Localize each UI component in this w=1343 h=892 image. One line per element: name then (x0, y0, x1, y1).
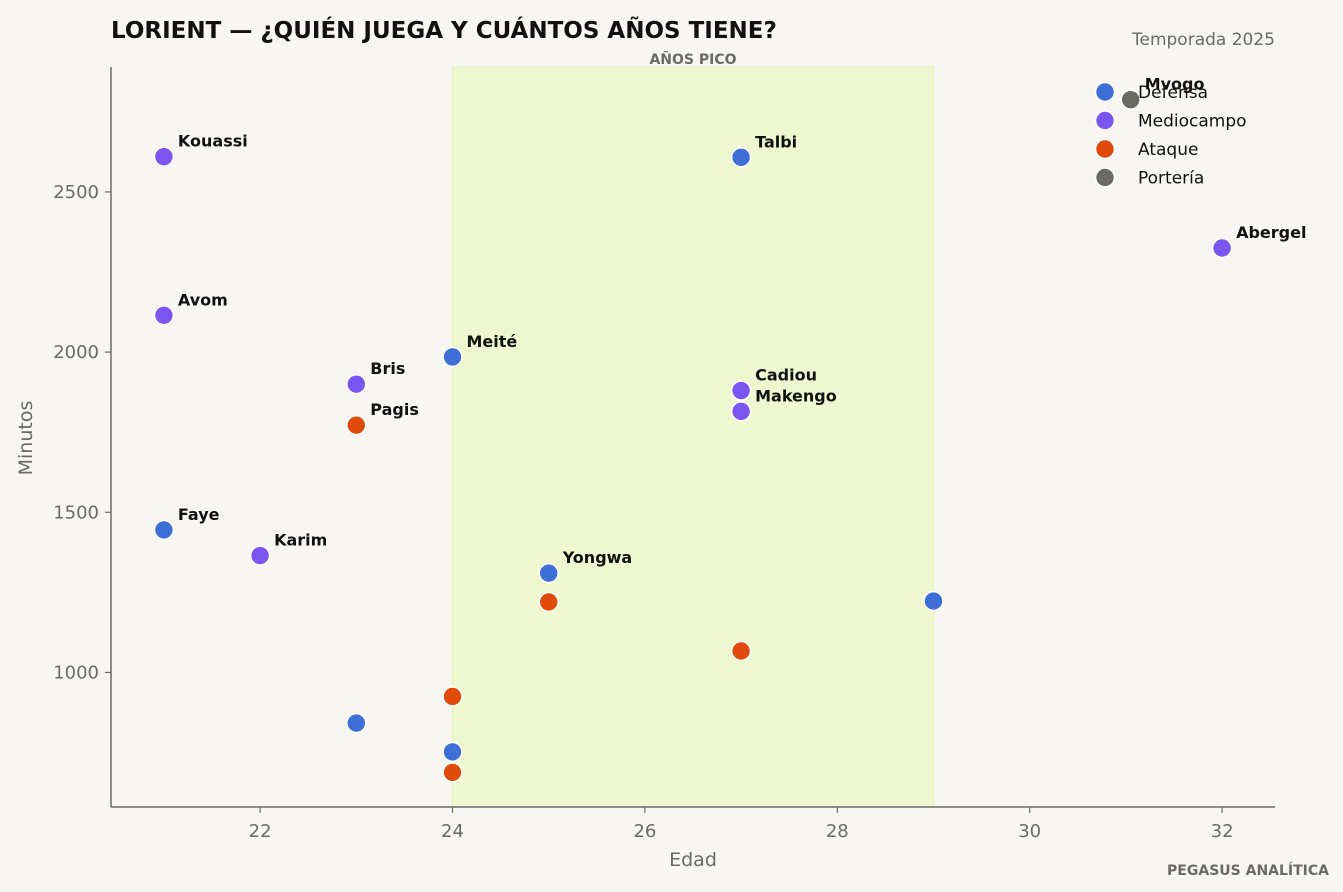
x-tick-label: 30 (1018, 821, 1041, 842)
y-tick-label: 1000 (53, 662, 99, 683)
x-tick-label: 24 (441, 821, 464, 842)
data-point (442, 762, 463, 783)
peak-band-layer: AÑOS PICO (452, 51, 934, 808)
point-label: Abergel (1236, 223, 1306, 242)
footer-brand: PEGASUS ANALÍTICA (1167, 862, 1329, 879)
data-point-karim (249, 545, 271, 566)
x-tick-label: 32 (1211, 821, 1234, 842)
data-point-kouassi (153, 146, 175, 167)
point-label: Kouassi (178, 132, 248, 151)
data-point (442, 686, 463, 707)
data-point-pagis (346, 414, 367, 436)
x-axis-label: Edad (669, 849, 717, 871)
peak-band-label: AÑOS PICO (649, 51, 736, 68)
point-label: Talbi (755, 132, 797, 151)
data-point (923, 590, 944, 612)
point-label: Karim (274, 531, 327, 550)
data-point-yongwa (538, 562, 560, 584)
data-point-meité (442, 346, 463, 368)
point-label: Cadiou (755, 366, 817, 385)
data-point-talbi (730, 147, 752, 168)
legend-marker (1094, 81, 1116, 103)
data-point-faye (153, 519, 175, 541)
point-label: Meité (467, 332, 518, 351)
legend-label: Portería (1138, 169, 1204, 189)
y-tick-label: 2000 (53, 342, 99, 363)
chart-title: LORIENT — ¿QUIÉN JUEGA Y CUÁNTOS AÑOS TI… (111, 16, 777, 44)
x-tick-label: 28 (826, 821, 849, 842)
y-tick-label: 1500 (53, 502, 99, 523)
x-tick-label: 26 (633, 821, 656, 842)
point-labels: Kouassi Avom Faye Karim Bris Pagis Meité Yongwa… (178, 75, 1307, 567)
legend-label: Ataque (1138, 140, 1198, 160)
data-point (538, 591, 560, 613)
legend-marker (1094, 138, 1116, 160)
y-axis-label: Minutos (15, 401, 37, 476)
point-label: Bris (370, 359, 405, 378)
legend-label: Defensa (1138, 83, 1208, 103)
x-tick-label: 22 (249, 821, 272, 842)
data-point (346, 712, 367, 734)
data-point-abergel (1211, 237, 1233, 259)
peak-band (452, 66, 934, 808)
legend-marker (1094, 167, 1116, 188)
data-point-cadiou (730, 380, 752, 401)
data-point-mvogo (1120, 89, 1142, 110)
data-point-avom (153, 304, 175, 326)
data-point-makengo (730, 401, 752, 422)
data-point-bris (346, 373, 367, 395)
chart-subtitle: Temporada 2025 (1131, 30, 1275, 50)
data-point (442, 741, 463, 763)
point-label: Pagis (370, 400, 419, 419)
legend-marker (1094, 110, 1116, 131)
point-label: Avom (178, 290, 228, 309)
legend-label: Mediocampo (1138, 112, 1247, 132)
point-label: Mvogo (1145, 75, 1205, 94)
legend: Defensa Mediocampo Ataque Portería (1094, 81, 1247, 189)
y-tick-label: 2500 (53, 182, 99, 203)
point-label: Yongwa (562, 548, 633, 567)
data-points (153, 89, 1233, 783)
axes: 22 24 26 28 30 32 1000 1500 2000 2500 (53, 67, 1275, 842)
point-label: Makengo (755, 386, 837, 405)
point-label: Faye (178, 505, 220, 524)
data-point (730, 640, 752, 662)
